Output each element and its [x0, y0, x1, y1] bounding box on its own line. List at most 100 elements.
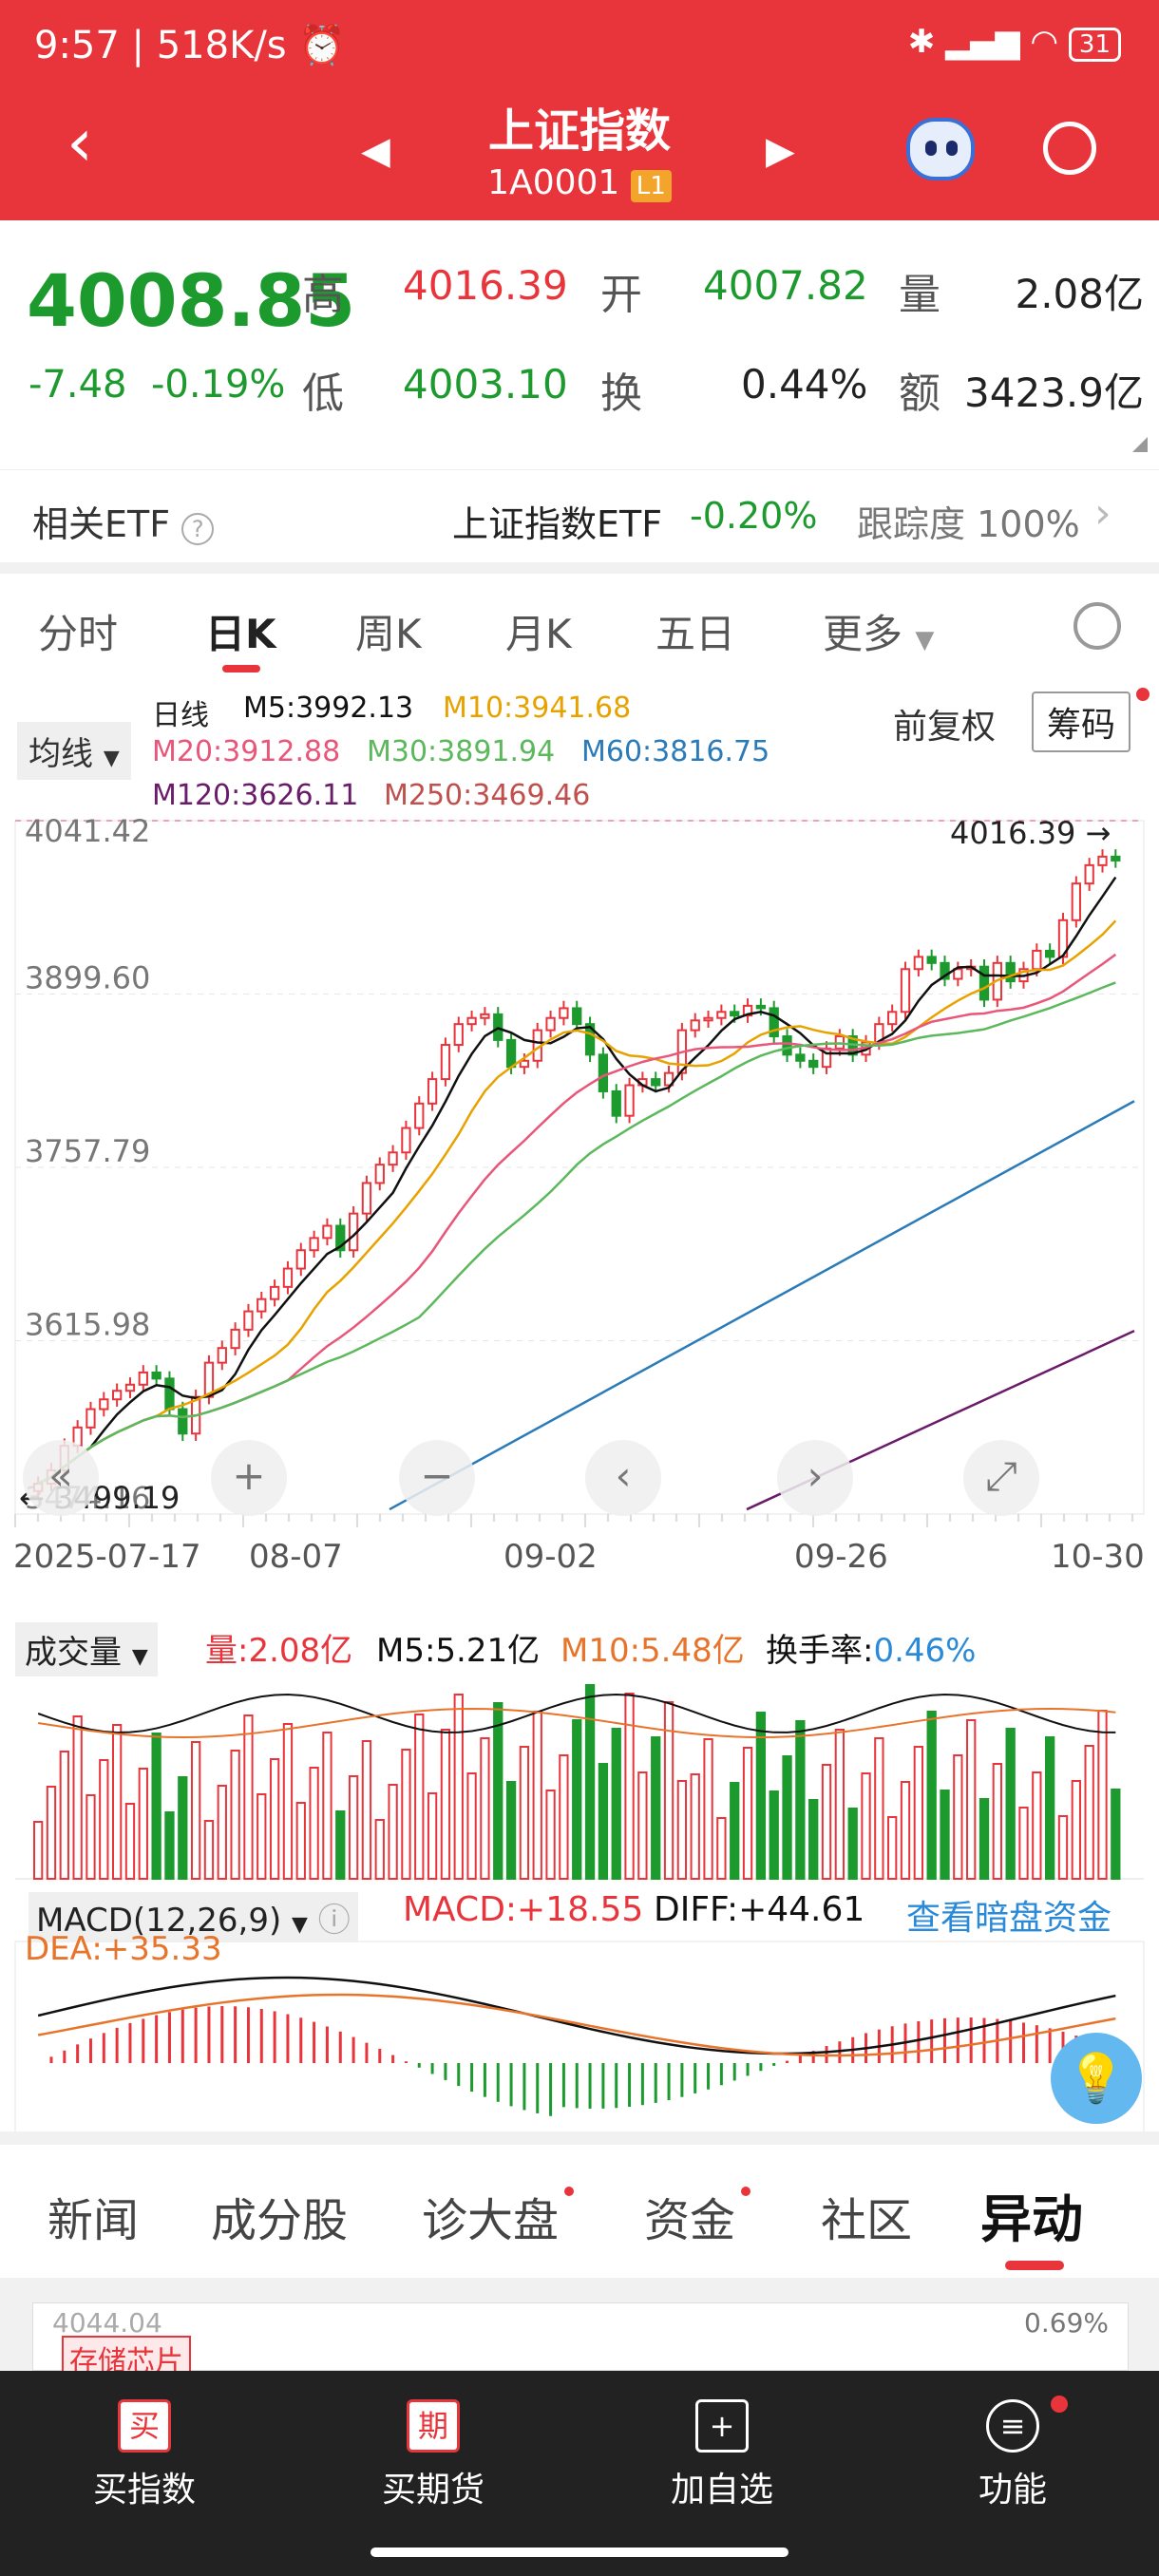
menu-icon: ≡: [986, 2399, 1039, 2453]
related-etf-row[interactable]: 相关ETF ? 上证指数ETF -0.20% 跟踪度 100% ›: [0, 469, 1159, 562]
chevron-right-icon[interactable]: ›: [1094, 489, 1112, 538]
etf-name[interactable]: 上证指数ETF: [452, 503, 663, 545]
candle: [256, 1297, 267, 1313]
wifi-icon: ◠: [1030, 23, 1059, 61]
tab-more[interactable]: 更多 ▼: [823, 611, 935, 657]
candle: [651, 1078, 661, 1087]
expand-corner-icon[interactable]: [1132, 437, 1148, 452]
index-code: 1A0001 L1: [0, 163, 1159, 202]
ma30-label: M30:3891.94: [367, 735, 556, 768]
candle: [361, 1182, 372, 1215]
candle: [716, 1011, 727, 1019]
search-icon[interactable]: [1043, 122, 1096, 175]
tab-components[interactable]: 成分股: [211, 2194, 349, 2247]
volume-bar: [505, 1781, 517, 1880]
ma-selector[interactable]: 均线 ▼: [17, 722, 131, 780]
candle: [559, 1007, 569, 1019]
etf-tracking: 跟踪度 100%: [857, 503, 1080, 545]
volume-bar: [269, 1758, 280, 1880]
pan-left-icon: ‹: [616, 1452, 632, 1499]
candle: [1084, 863, 1094, 885]
tab-daily-k[interactable]: 日K: [205, 611, 276, 657]
volume-bar: [243, 1714, 254, 1880]
candle: [164, 1377, 175, 1411]
tab-five-day[interactable]: 五日: [656, 611, 736, 657]
tab-funds[interactable]: 资金: [644, 2194, 736, 2247]
home-indicator: [370, 2548, 788, 2557]
next-index-button[interactable]: ▶: [766, 129, 795, 173]
prev-index-button[interactable]: ◀: [361, 129, 390, 173]
candle: [940, 961, 950, 980]
candle: [178, 1408, 188, 1435]
tab-timeshare[interactable]: 分时: [38, 611, 119, 657]
chart-control-button: [963, 1440, 1039, 1516]
turnover-label: 换: [600, 369, 642, 418]
volume-bar: [651, 1736, 661, 1880]
dropdown-icon: ▼: [915, 626, 935, 654]
preview-price: 4044.04: [52, 2307, 162, 2339]
dark-pool-link[interactable]: 查看暗盘资金: [906, 1899, 1112, 1938]
nav-label: 买指数: [92, 2471, 196, 2510]
high-label: 高: [302, 271, 344, 319]
volume-bar: [978, 1798, 990, 1880]
volume-bar: [584, 1684, 596, 1880]
candle: [795, 1053, 806, 1062]
turnover-value: 0.44%: [741, 361, 868, 407]
volume-bar: [230, 1750, 240, 1880]
volume-bar: [821, 1764, 832, 1880]
candle: [598, 1053, 609, 1092]
ma5-line: [37, 876, 1117, 1486]
candle: [401, 1127, 411, 1154]
volume-selector[interactable]: 成交量 ▼: [15, 1622, 158, 1676]
back-button[interactable]: ‹: [66, 104, 93, 181]
notification-dot: [1051, 2396, 1068, 2413]
low-value: 4003.10: [403, 361, 568, 407]
volume-bar: [282, 1723, 294, 1880]
tab-anomaly[interactable]: 异动: [980, 2189, 1083, 2249]
current-price: 4008.85: [27, 258, 356, 343]
robot-assistant-icon[interactable]: [906, 118, 975, 180]
lightbulb-icon[interactable]: 💡: [1051, 2033, 1142, 2124]
bluetooth-icon: ✱: [907, 23, 936, 61]
volume-bar: [690, 1773, 700, 1880]
candle: [703, 1016, 713, 1022]
page-title: 上证指数: [487, 104, 671, 158]
app-header: 9:57 | 518K/s ⏰ ✱ ▂▄▆ ◠ 31 ‹ ◀ 上证指数 1A00…: [0, 0, 1159, 220]
tab-community[interactable]: 社区: [821, 2194, 913, 2247]
nav-buy-index[interactable]: 买 买指数: [49, 2399, 239, 2511]
candle: [453, 1023, 464, 1047]
dea-line: [37, 1993, 1116, 2057]
candle: [887, 1011, 898, 1026]
candle: [611, 1089, 621, 1117]
volume-bar: [335, 1810, 346, 1880]
volume-bar: [1018, 1807, 1029, 1880]
line-type-label: 日线: [152, 699, 209, 732]
candle: [138, 1371, 148, 1386]
kline-chart[interactable]: 4041.423899.603757.793615.983474.164016.…: [0, 811, 1159, 2131]
adjust-label[interactable]: 前复权: [893, 708, 997, 747]
tab-monthly-k[interactable]: 月K: [505, 611, 572, 657]
level-badge: L1: [630, 170, 672, 202]
candle: [282, 1267, 294, 1288]
volume-bar: [676, 1780, 688, 1880]
price-change: -7.48 -0.19%: [28, 363, 286, 407]
ma5-label: M5:3992.13: [243, 691, 414, 725]
tab-weekly-k[interactable]: 周K: [355, 611, 422, 657]
nav-add-watchlist[interactable]: + 加自选: [627, 2399, 817, 2511]
volume-bar: [1057, 1815, 1069, 1880]
x-tick-label: 09-26: [794, 1538, 888, 1576]
volume-bar: [493, 1702, 504, 1880]
chips-button[interactable]: 筹码: [1032, 691, 1131, 752]
amount-label: 额: [899, 369, 940, 418]
diff-value: DIFF:+44.61: [654, 1890, 865, 1929]
volume-bar: [861, 1772, 871, 1880]
settings-icon[interactable]: [1074, 602, 1121, 650]
ma10-line: [37, 919, 1117, 1486]
chart-control-button: [399, 1440, 475, 1516]
status-time: 9:57 | 518K/s ⏰: [34, 24, 347, 67]
tab-diagnosis[interactable]: 诊大盘: [422, 2194, 560, 2247]
nav-buy-futures[interactable]: 期 买期货: [338, 2399, 528, 2511]
tab-news[interactable]: 新闻: [48, 2194, 140, 2247]
nav-functions[interactable]: ≡ 功能: [918, 2399, 1108, 2511]
macd-selector[interactable]: MACD(12,26,9) ▼ ⓘ: [28, 1892, 358, 1942]
